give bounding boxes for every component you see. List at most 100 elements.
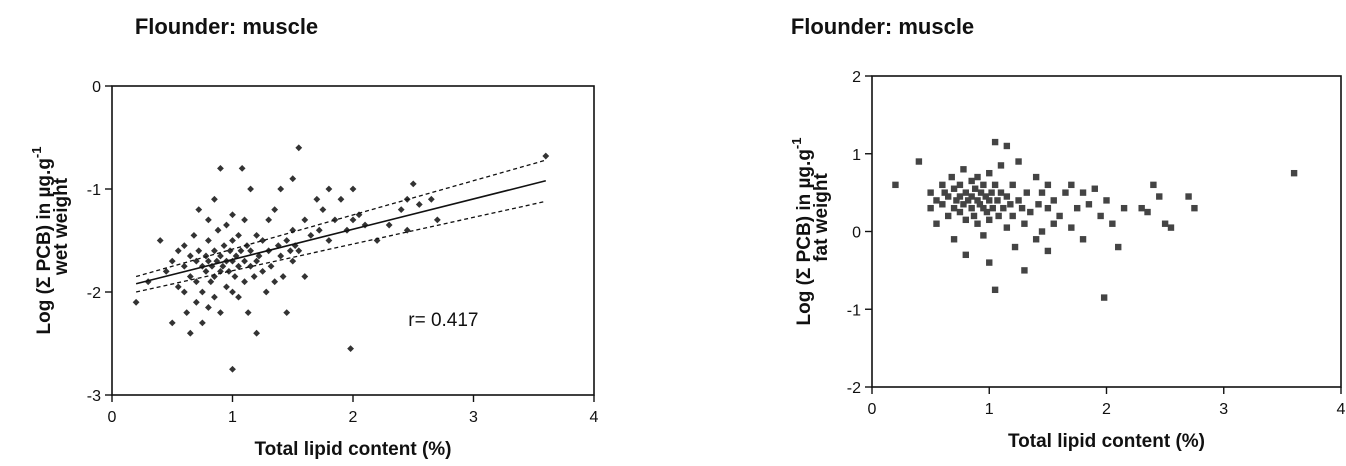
- data-point: [1038, 228, 1046, 235]
- data-point: [211, 195, 218, 203]
- data-point: [1009, 181, 1016, 189]
- data-point: [409, 180, 417, 188]
- data-point: [1109, 220, 1116, 227]
- data-point: [1044, 204, 1052, 212]
- data-point: [283, 309, 291, 316]
- data-point: [1050, 220, 1057, 227]
- data-point: [956, 181, 964, 189]
- data-point: [283, 237, 291, 244]
- data-point: [195, 247, 203, 255]
- data-point: [1062, 189, 1069, 196]
- data-point: [968, 177, 975, 185]
- y-tick-label: -1: [847, 302, 861, 319]
- data-point: [168, 257, 176, 265]
- data-point: [265, 216, 273, 224]
- data-point: [1068, 181, 1075, 189]
- data-point: [229, 211, 236, 219]
- data-point: [1023, 189, 1030, 196]
- data-point: [982, 193, 989, 200]
- data-point: [968, 204, 975, 212]
- data-point: [1050, 197, 1057, 204]
- data-point: [289, 257, 297, 265]
- chart-title: Flounder: muscle: [134, 14, 319, 39]
- data-point: [205, 216, 212, 224]
- data-point: [253, 257, 260, 265]
- data-point: [397, 206, 405, 213]
- data-point: [994, 197, 1001, 204]
- data-point: [970, 212, 978, 220]
- data-point: [1044, 247, 1052, 255]
- data-point: [971, 185, 979, 192]
- data-point: [144, 278, 152, 286]
- data-point: [1003, 193, 1011, 200]
- data-point: [225, 268, 233, 275]
- x-tick-label: 0: [868, 401, 877, 418]
- y-tick-label: 0: [92, 79, 101, 96]
- data-point: [235, 262, 242, 270]
- data-point: [991, 286, 999, 294]
- data-point: [960, 166, 967, 173]
- data-point: [974, 220, 981, 227]
- y-axis-title-superscript: -1: [29, 147, 44, 159]
- data-point: [976, 201, 984, 208]
- data-point: [933, 220, 940, 227]
- data-point: [190, 231, 198, 239]
- data-point: [1103, 197, 1110, 204]
- data-point: [991, 181, 999, 189]
- y-tick-label: -3: [87, 388, 101, 405]
- data-point: [1290, 169, 1298, 177]
- data-point: [247, 185, 254, 193]
- data-point: [989, 204, 996, 212]
- data-point: [259, 237, 267, 244]
- data-point: [991, 138, 999, 146]
- data-point: [964, 197, 972, 204]
- data-point: [347, 345, 354, 353]
- data-point: [235, 293, 242, 301]
- data-point: [1156, 193, 1163, 200]
- data-point: [271, 278, 279, 286]
- y-tick-label: 1: [852, 147, 861, 164]
- data-point: [983, 208, 991, 216]
- data-point: [1032, 173, 1040, 181]
- data-point: [307, 231, 315, 239]
- y-tick-label: -2: [87, 285, 101, 302]
- data-point: [325, 237, 333, 244]
- data-point: [986, 216, 993, 224]
- data-point: [279, 273, 287, 280]
- y-tick-label: 2: [852, 69, 861, 86]
- svg-text:Log (Σ PCB) in µg.g-1: Log (Σ PCB) in µg.g-1: [789, 138, 815, 326]
- x-tick-label: 4: [590, 409, 599, 426]
- data-point: [1018, 204, 1026, 212]
- x-tick-label: 3: [469, 409, 478, 426]
- data-point: [132, 298, 140, 306]
- data-point: [237, 247, 245, 255]
- data-point: [198, 288, 206, 296]
- data-point: [1079, 189, 1087, 196]
- data-point: [1011, 243, 1019, 251]
- data-point: [211, 247, 218, 255]
- data-point: [941, 189, 948, 196]
- data-point: [1091, 185, 1098, 192]
- data-point: [956, 208, 964, 216]
- data-point: [229, 288, 236, 296]
- y-tick-label: -1: [87, 182, 101, 199]
- data-point: [271, 206, 279, 213]
- data-point: [295, 247, 303, 255]
- y-tick-label: -2: [847, 380, 861, 397]
- data-point: [1003, 224, 1011, 231]
- data-point: [927, 204, 934, 212]
- x-tick-label: 0: [108, 409, 117, 426]
- data-point: [241, 216, 248, 224]
- data-point: [1115, 243, 1122, 251]
- data-point: [198, 262, 206, 270]
- chart-panel-left: Flounder: muscle 0 1 2 3 4 -3 -2 -1 0 Total lipid…: [29, 14, 599, 460]
- data-point: [892, 181, 899, 189]
- data-point: [286, 247, 294, 255]
- data-point: [1085, 201, 1093, 208]
- data-point: [325, 185, 333, 193]
- data-point: [1044, 181, 1052, 189]
- data-point: [427, 195, 435, 203]
- data-point: [241, 257, 248, 265]
- data-point: [945, 212, 952, 220]
